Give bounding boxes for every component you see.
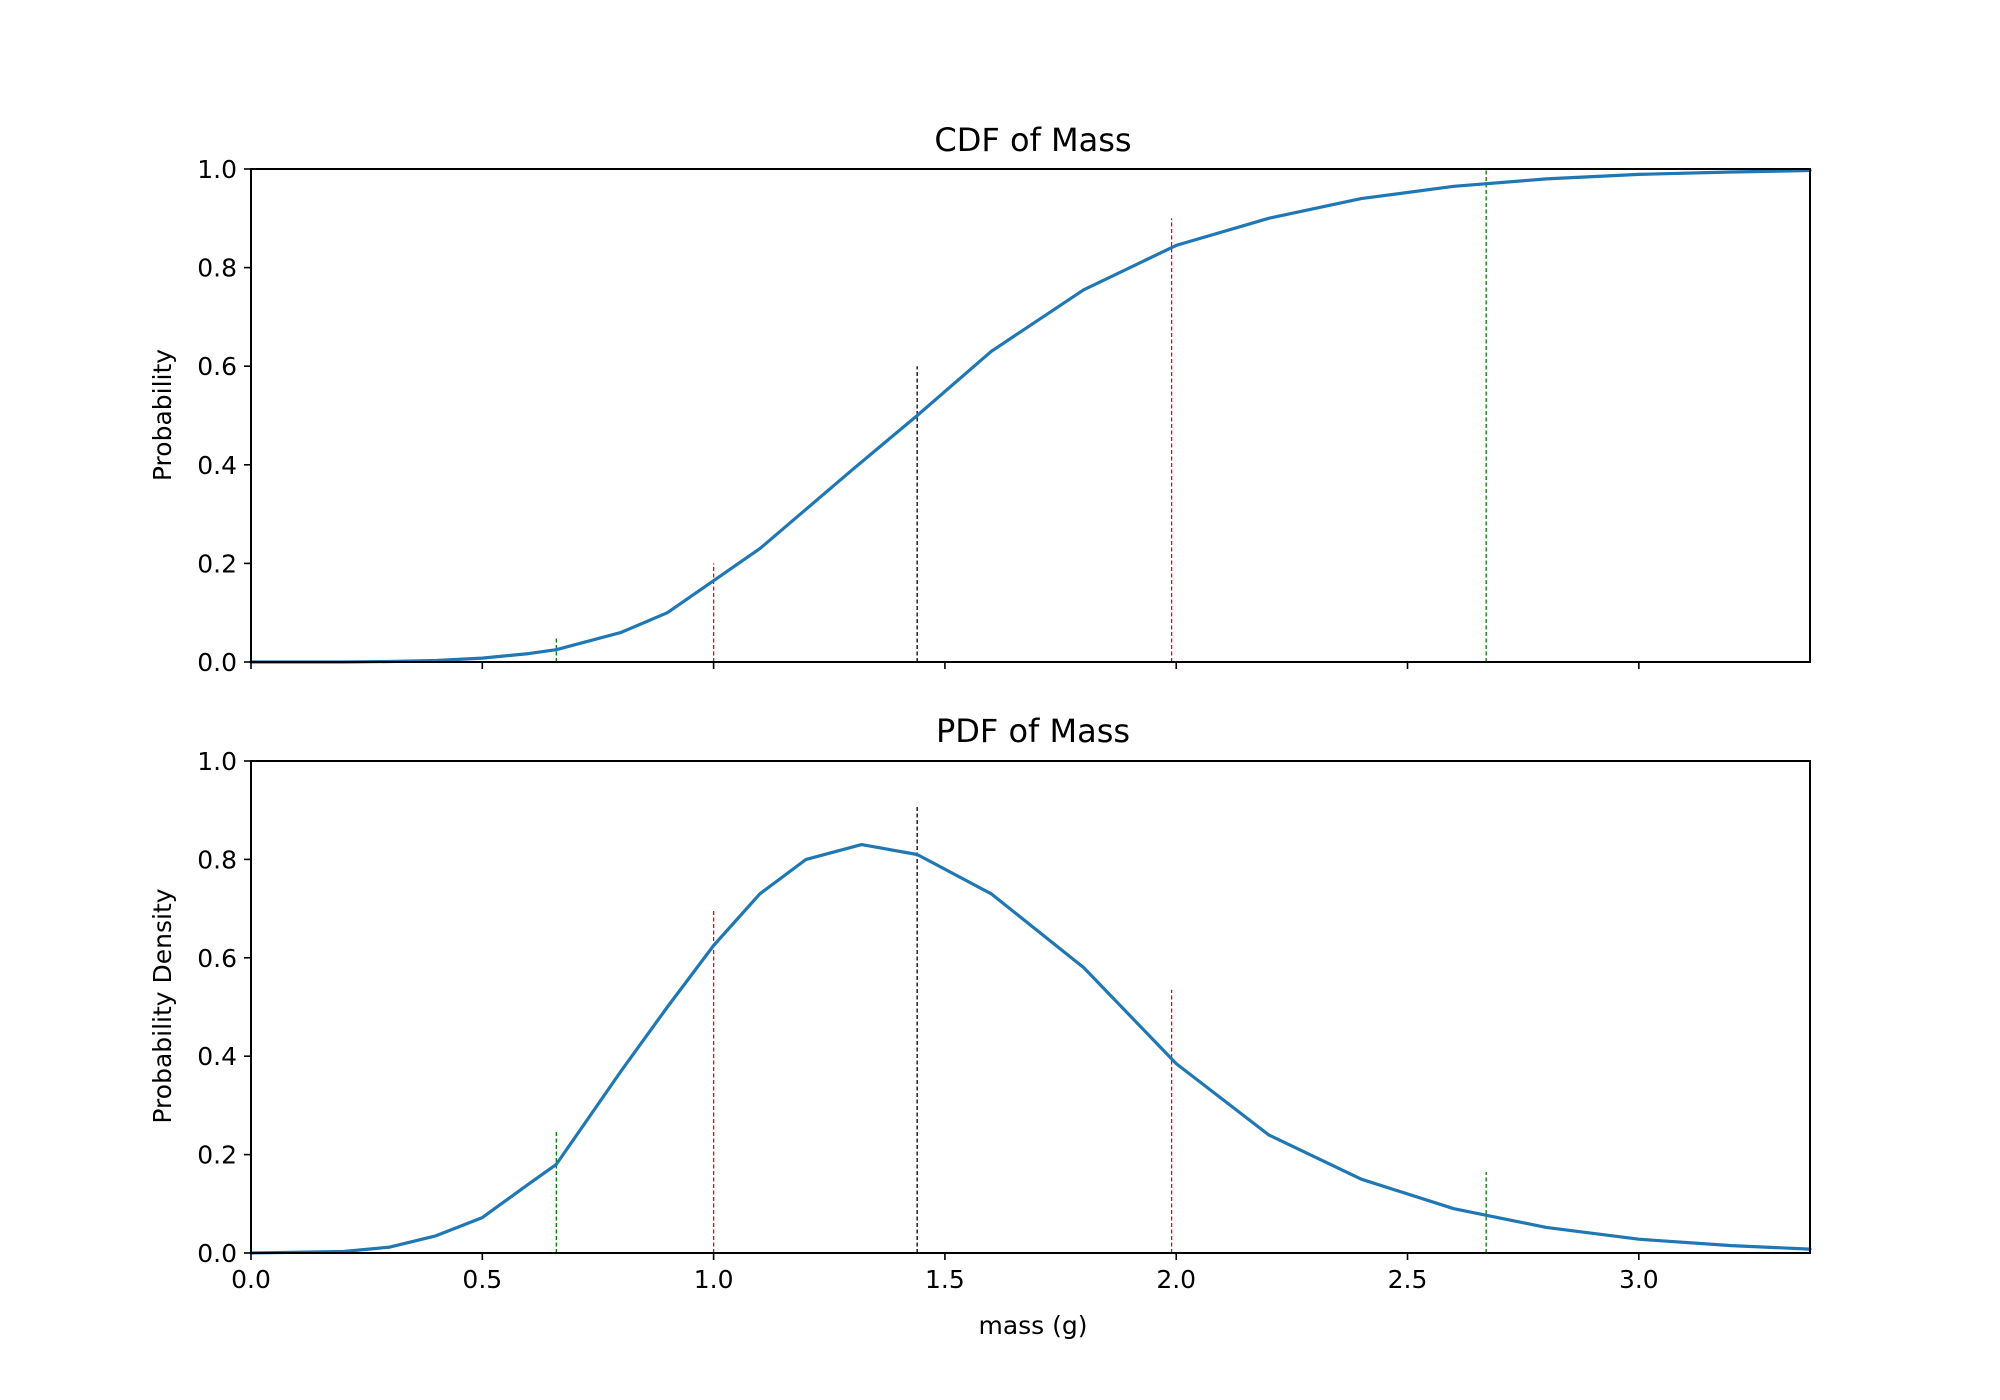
pdf-title: PDF of Mass bbox=[936, 712, 1130, 750]
pdf-y-tick-label-5: 1.0 bbox=[197, 747, 237, 776]
pdf-x-tick-label-2: 1.0 bbox=[694, 1265, 734, 1294]
cdf-title: CDF of Mass bbox=[934, 121, 1131, 159]
cdf-y-tick-label-2: 0.4 bbox=[197, 451, 237, 480]
cdf-axes-frame bbox=[250, 168, 1811, 663]
cdf-y-tick-label-5: 1.0 bbox=[197, 155, 237, 184]
pdf-x-tick-label-0: 0.0 bbox=[231, 1265, 271, 1294]
pdf-axes-frame bbox=[250, 760, 1811, 1254]
pdf-y-axis-label: Probability Density bbox=[148, 888, 177, 1123]
cdf-curve-0 bbox=[249, 168, 1812, 664]
cdf-y-tick-label-0: 0.0 bbox=[197, 648, 237, 677]
cdf-panel: CDF of Mass Probability 0.0 0.2 0.4 0.6 0.8 1… bbox=[148, 121, 1812, 677]
pdf-curve-0 bbox=[249, 842, 1812, 1255]
pdf-x-tick-label-4: 2.0 bbox=[1156, 1265, 1196, 1294]
pdf-x-tick-label-3: 1.5 bbox=[925, 1265, 965, 1294]
pdf-x-tick-label-5: 2.5 bbox=[1388, 1265, 1428, 1294]
pdf-y-tick-label-0: 0.0 bbox=[197, 1239, 237, 1268]
pdf-y-tick-label-1: 0.2 bbox=[197, 1141, 237, 1170]
pdf-x-tick-label-6: 3.0 bbox=[1619, 1265, 1659, 1294]
pdf-x-axis-label: mass (g) bbox=[978, 1311, 1087, 1340]
pdf-x-tick-label-1: 0.5 bbox=[462, 1265, 502, 1294]
cdf-y-axis-label: Probability bbox=[148, 349, 177, 481]
cdf-y-tick-label-4: 0.8 bbox=[197, 254, 237, 283]
cdf-y-tick-label-3: 0.6 bbox=[197, 352, 237, 381]
pdf-panel: PDF of Mass Probability Density mass (g)… bbox=[148, 712, 1812, 1340]
cdf-y-tick-label-1: 0.2 bbox=[197, 549, 237, 578]
pdf-y-tick-label-2: 0.4 bbox=[197, 1042, 237, 1071]
pdf-y-tick-label-4: 0.8 bbox=[197, 845, 237, 874]
pdf-y-tick-label-3: 0.6 bbox=[197, 944, 237, 973]
